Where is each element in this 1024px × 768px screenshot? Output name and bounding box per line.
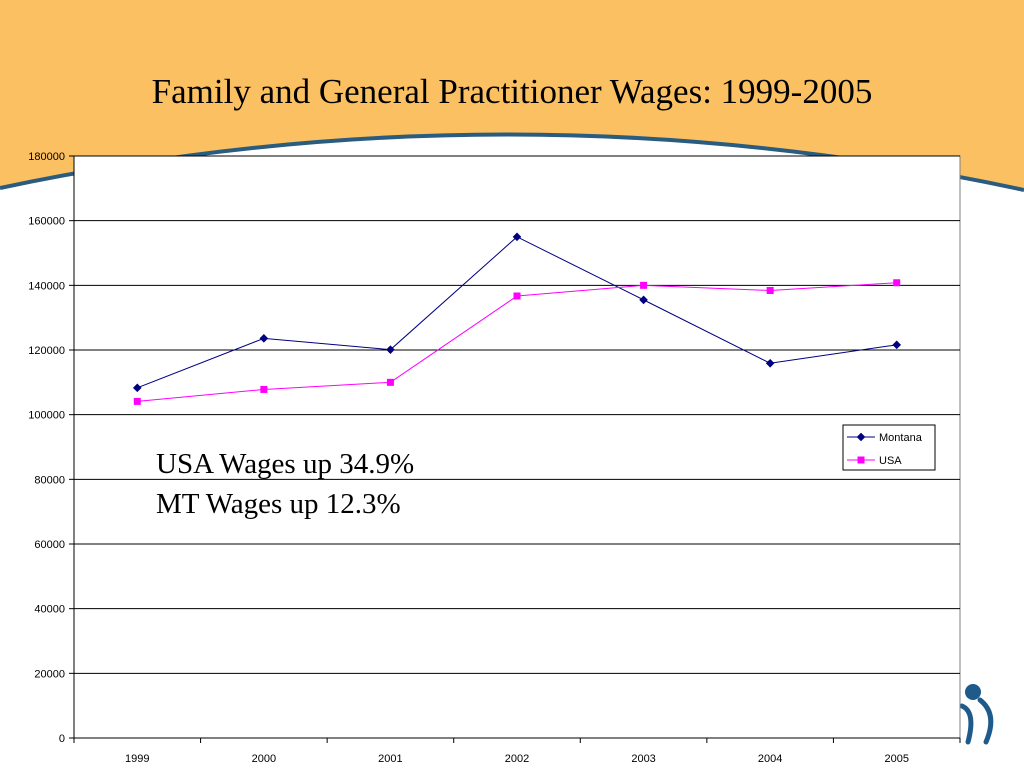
series-montana: [132, 232, 902, 393]
data-point: [386, 345, 395, 354]
x-tick-label: 2001: [378, 753, 402, 765]
header-band: [0, 0, 1024, 190]
x-tick-label: 2005: [884, 753, 908, 765]
data-point: [513, 292, 521, 300]
data-point: [132, 383, 142, 393]
x-tick-label: 2004: [758, 753, 782, 765]
x-tick-label: 1999: [125, 753, 149, 765]
y-tick-label: 80000: [34, 474, 65, 486]
y-tick-label: 40000: [34, 604, 65, 616]
legend-label: Montana: [879, 432, 923, 444]
x-tick-label: 2002: [505, 753, 529, 765]
legend-label: USA: [879, 455, 902, 467]
series-layer: [132, 232, 902, 405]
legend: Montana USA: [842, 424, 936, 471]
legend-marker: [857, 456, 865, 464]
data-point: [640, 281, 648, 289]
data-point: [260, 385, 268, 393]
x-tick-label: 2000: [252, 753, 276, 765]
slide-title: Family and General Practitioner Wages: 1…: [151, 72, 873, 111]
y-tick-label: 20000: [34, 668, 65, 680]
y-tick-label: 160000: [28, 216, 65, 228]
data-point: [765, 358, 775, 368]
data-point: [766, 287, 774, 295]
y-tick-label: 100000: [28, 410, 65, 422]
y-tick-label: 60000: [34, 539, 65, 551]
y-tick-label: 180000: [28, 151, 65, 163]
x-tick-label: 2003: [631, 753, 655, 765]
data-point: [133, 397, 141, 405]
legend-item-montana: Montana: [847, 432, 923, 444]
y-tick-label: 120000: [28, 345, 65, 357]
legend-marker: [856, 432, 866, 442]
series-usa: [133, 279, 901, 405]
annotation-mt: MT Wages up 12.3%: [156, 488, 401, 520]
axes: 0 20000 40000 60000 80000 100000 120000 140000 1…: [28, 151, 961, 765]
data-point: [512, 232, 522, 242]
legend-item-usa: USA: [847, 455, 902, 467]
data-point: [259, 334, 269, 343]
annotation-usa: USA Wages up 34.9%: [156, 448, 415, 480]
data-point: [893, 279, 901, 287]
logo-mark: [959, 684, 994, 745]
data-point: [386, 378, 394, 386]
data-point: [892, 340, 902, 350]
y-tick-label: 0: [59, 733, 65, 745]
data-point: [639, 295, 648, 305]
y-tick-label: 140000: [28, 280, 65, 292]
